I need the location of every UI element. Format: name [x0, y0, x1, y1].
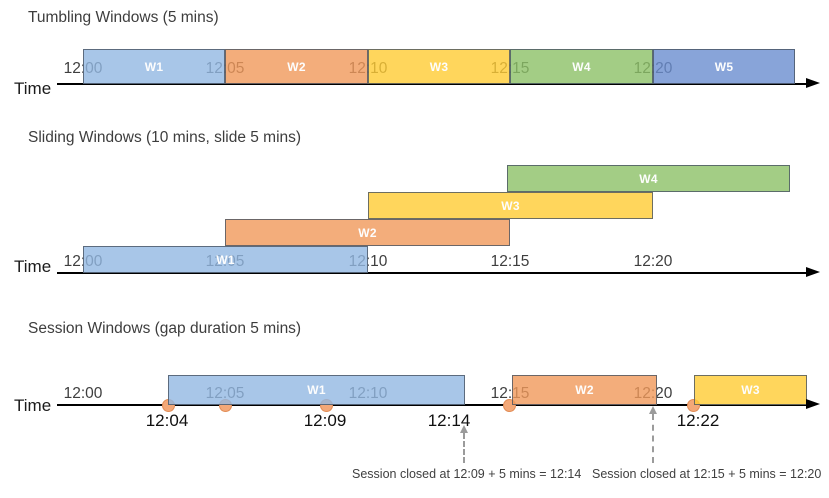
window-label: W1	[216, 252, 235, 267]
window-w5: W5	[653, 49, 795, 84]
axis-tick-label: 12:05	[205, 385, 245, 402]
axis-tick-label: 12:00	[63, 60, 103, 77]
axis-tick-label: 12:15	[490, 253, 530, 270]
annotation-arrow-icon	[460, 425, 468, 463]
axis-tick-label: 12:05	[205, 60, 245, 77]
annotation-arrowhead-icon	[460, 425, 468, 433]
section-title: Sliding Windows (10 mins, slide 5 mins)	[28, 129, 302, 146]
window-w4: W4	[510, 49, 653, 84]
annotation-arrow-icon	[649, 406, 657, 463]
axis-tick-label: 12:15	[490, 60, 530, 77]
window-label: W1	[144, 59, 164, 74]
window-label: W2	[287, 59, 306, 74]
axis-tick-label: 12:20	[633, 253, 673, 270]
session-closed-note: Session closed at 12:15 + 5 mins = 12:20	[592, 467, 822, 481]
axis-tick-label: 12:20	[633, 60, 673, 77]
window-w2: W2	[225, 219, 510, 246]
time-axis	[57, 82, 806, 86]
window-label: W2	[575, 383, 594, 397]
axis-tick-label: 12:05	[205, 253, 245, 270]
window-w1: W1	[168, 375, 465, 405]
time-axis-label: Time	[14, 257, 52, 276]
section-title: Session Windows (gap duration 5 mins)	[28, 320, 302, 337]
event-dot	[502, 398, 516, 412]
window-w1: W1	[83, 246, 368, 273]
event-time-label: 12:09	[303, 411, 347, 430]
event-time-label: 12:14	[427, 411, 471, 430]
window-label: W3	[501, 198, 520, 213]
time-axis-label: Time	[14, 396, 52, 415]
axis-tick-label: 12:10	[348, 385, 388, 402]
annotation-arrowhead-icon	[649, 406, 657, 414]
window-w2: W2	[512, 375, 657, 405]
session-closed-note: Session closed at 12:09 + 5 mins = 12:14	[352, 467, 582, 481]
window-label: W2	[358, 225, 377, 240]
time-axis-arrowhead-icon	[806, 266, 820, 277]
window-w1: W1	[83, 49, 225, 84]
event-time-label: 12:04	[145, 411, 189, 430]
window-label: W3	[429, 59, 449, 74]
window-w2: W2	[225, 49, 368, 84]
event-time-label: 12:22	[676, 411, 720, 430]
event-dot	[218, 398, 232, 412]
axis-tick-label: 12:15	[490, 385, 530, 402]
window-w3: W3	[694, 375, 807, 405]
event-dot	[161, 398, 175, 412]
time-axis-label: Time	[14, 79, 52, 98]
axis-tick-label: 12:10	[348, 60, 388, 77]
event-dot	[319, 398, 333, 412]
section-title: Tumbling Windows (5 mins)	[28, 9, 219, 26]
window-w3: W3	[368, 192, 653, 219]
time-axis	[57, 271, 806, 275]
window-label: W3	[741, 383, 760, 397]
window-label: W4	[572, 59, 591, 74]
window-label: W5	[714, 59, 734, 74]
axis-tick-label: 12:00	[63, 385, 103, 402]
time-axis-arrowhead-icon	[806, 398, 820, 409]
axis-tick-label: 12:20	[633, 385, 673, 402]
time-axis-arrowhead-icon	[806, 77, 820, 88]
window-w4: W4	[507, 165, 790, 192]
window-w3: W3	[368, 49, 510, 84]
time-axis	[57, 403, 806, 407]
window-label: W4	[639, 171, 658, 186]
window-label: W1	[307, 383, 326, 397]
axis-tick-label: 12:10	[348, 253, 388, 270]
event-dot	[686, 398, 700, 412]
axis-tick-label: 12:00	[63, 253, 103, 270]
